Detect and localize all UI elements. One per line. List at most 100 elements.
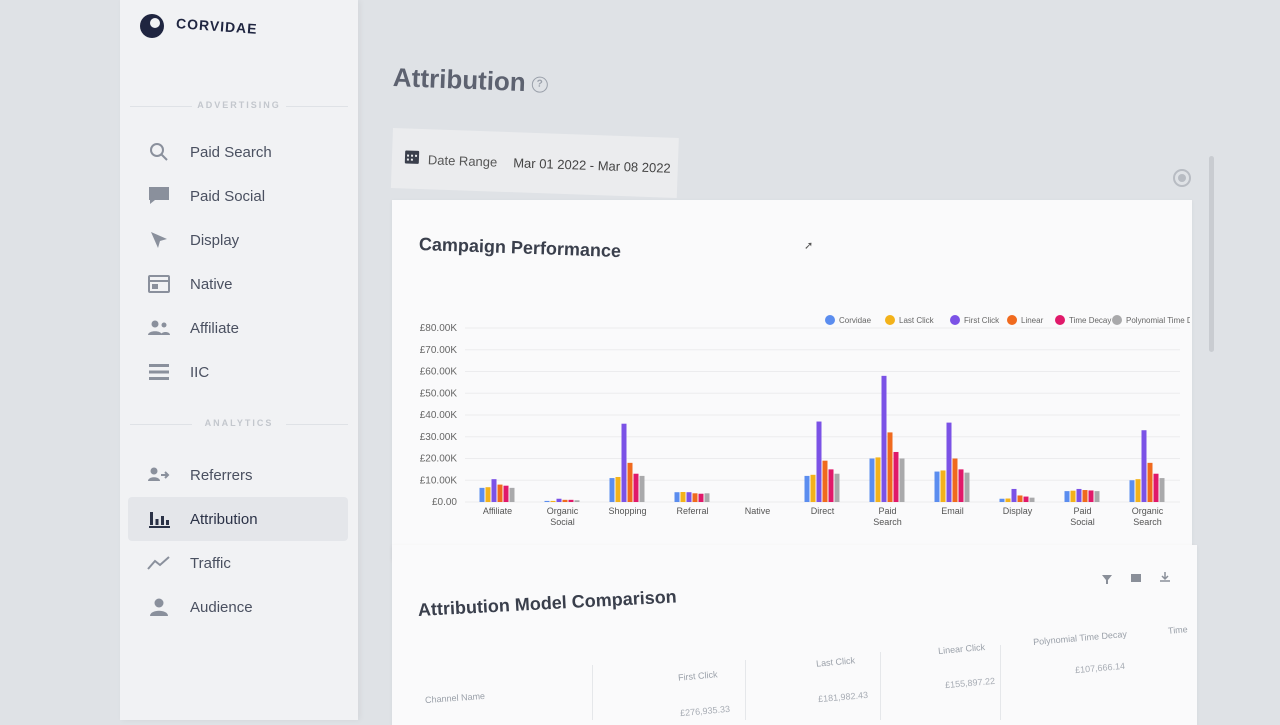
brand-logo[interactable]: CORVIDAE: [140, 14, 258, 38]
section-label-advertising: ADVERTISING: [120, 100, 358, 110]
chart-bar: [875, 457, 881, 502]
sidebar-item-label: Audience: [190, 598, 253, 616]
legend-marker: [950, 315, 960, 325]
column-header-time[interactable]: Time: [1167, 624, 1189, 636]
help-icon[interactable]: ?: [531, 76, 548, 94]
chart-bar: [952, 458, 958, 502]
column-divider: [745, 660, 746, 720]
chart-bar: [816, 421, 822, 502]
legend-marker: [825, 315, 835, 325]
x-tick-label: Paid Social: [1070, 506, 1095, 527]
chart-bar: [869, 458, 875, 502]
chart-bar: [544, 500, 550, 502]
download-icon[interactable]: [1159, 571, 1171, 586]
chart-bar: [834, 473, 840, 502]
bar-chart-icon: [146, 508, 172, 530]
chart-bar: [674, 492, 680, 502]
y-tick-label: £10.00K: [420, 475, 458, 486]
chart-bar: [1135, 479, 1141, 502]
x-tick-label: Direct: [811, 506, 835, 516]
chart-bar: [1088, 490, 1094, 502]
filter-icon[interactable]: [1101, 573, 1113, 588]
chart-bar: [899, 458, 905, 502]
campaign-performance-chart: £0.00 £10.00K £20.00K £30.00K £40.00K £50.00K…: [420, 315, 1190, 527]
search-icon: [146, 141, 172, 163]
sidebar-item-label: Traffic: [190, 554, 231, 572]
x-tick-label: Organic Social: [547, 506, 579, 527]
chart-bar: [1141, 430, 1147, 502]
sidebar-item-traffic[interactable]: Traffic: [128, 541, 348, 585]
legend-label: Linear: [1021, 316, 1044, 325]
calendar-icon: [404, 148, 421, 170]
send-icon: [146, 229, 172, 251]
chart-bar: [479, 487, 485, 502]
y-tick-label: £80.00K: [420, 323, 458, 334]
x-tick-label: Organic Search: [1132, 506, 1164, 527]
referrers-icon: [146, 464, 172, 486]
x-tick-label: Native: [745, 506, 771, 516]
sidebar-item-audience[interactable]: Audience: [128, 585, 348, 629]
chart-bar: [881, 375, 887, 502]
x-tick-label: Affiliate: [483, 506, 512, 516]
x-tick-label: Shopping: [608, 506, 646, 516]
chart-bar: [615, 476, 621, 502]
chart-bar: [999, 498, 1005, 502]
chart-bar: [946, 422, 952, 502]
chart-bar: [485, 487, 491, 502]
sidebar-item-label: Referrers: [190, 466, 253, 484]
sidebar-item-display[interactable]: Display: [128, 218, 348, 262]
y-tick-label: £0.00: [432, 497, 457, 508]
section-label-analytics: ANALYTICS: [120, 418, 358, 428]
chart-bar: [1023, 496, 1029, 502]
y-tick-label: £20.00K: [420, 454, 458, 465]
chart-bar: [704, 493, 710, 502]
sidebar-item-paid-social[interactable]: Paid Social: [128, 174, 348, 218]
sidebar-item-iic[interactable]: IIC: [128, 350, 348, 394]
sidebar-item-affiliate[interactable]: Affiliate: [128, 306, 348, 350]
sidebar-item-native[interactable]: Native: [128, 262, 348, 306]
settings-icon[interactable]: [1173, 169, 1191, 187]
trend-icon: [146, 552, 172, 574]
legend-marker: [885, 315, 895, 325]
list-icon: [146, 361, 172, 383]
legend-label: Last Click: [899, 316, 935, 325]
chart-bar: [1029, 497, 1035, 502]
mouse-cursor-icon: ➚: [804, 240, 814, 252]
chart-bar: [934, 471, 940, 502]
chart-bar: [1159, 478, 1165, 502]
columns-icon[interactable]: [1130, 572, 1142, 587]
chart-bar: [1129, 480, 1135, 502]
chart-bar: [509, 487, 515, 502]
sidebar-item-label: Affiliate: [190, 319, 239, 337]
sidebar-item-paid-search[interactable]: Paid Search: [128, 130, 348, 174]
chart-bar: [828, 469, 834, 502]
chart-bar: [958, 469, 964, 502]
legend-marker: [1007, 315, 1017, 325]
layout-icon: [146, 273, 172, 295]
y-tick-label: £50.00K: [420, 388, 458, 399]
chart-bar: [639, 475, 645, 502]
chart-bar: [503, 485, 509, 502]
sidebar-item-referrers[interactable]: Referrers: [128, 453, 348, 497]
x-tick-label: Display: [1003, 506, 1033, 516]
chart-bar: [1153, 473, 1159, 502]
y-tick-label: £30.00K: [420, 432, 458, 443]
chart-bar: [1011, 488, 1017, 502]
chart-bar: [1076, 488, 1082, 502]
chart-bar: [964, 472, 970, 502]
x-tick-label: Referral: [676, 506, 708, 516]
legend-label: Time Decay: [1069, 316, 1111, 325]
chart-bar: [1147, 462, 1153, 502]
chart-bar: [574, 500, 580, 502]
chart-bar: [1094, 491, 1100, 502]
scrollbar[interactable]: [1209, 156, 1214, 352]
x-tick-label: Paid Search: [873, 506, 902, 527]
legend-label: Polynomial Time Decay: [1126, 316, 1190, 325]
y-tick-label: £60.00K: [420, 367, 458, 378]
legend-label: First Click: [964, 316, 1000, 325]
chart-bar: [562, 499, 568, 502]
date-range-value[interactable]: Mar 01 2022 - Mar 08 2022: [513, 154, 671, 176]
sidebar-item-attribution[interactable]: Attribution: [128, 497, 348, 541]
date-range-picker[interactable]: Date Range Mar 01 2022 - Mar 08 2022: [390, 128, 679, 198]
attribution-model-comparison-card: [392, 545, 1197, 725]
